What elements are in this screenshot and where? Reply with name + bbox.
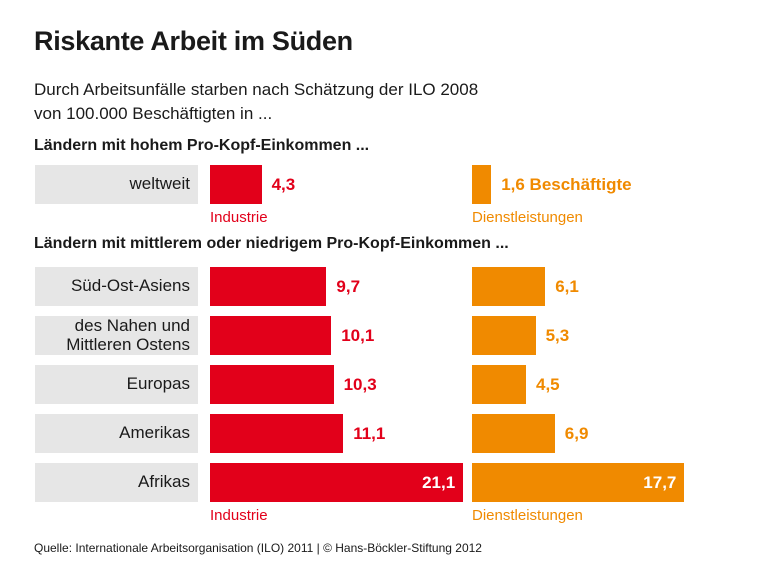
title: Riskante Arbeit im Süden [34, 26, 353, 56]
source: Quelle: Internationale Arbeitsorganisati… [34, 541, 482, 555]
value-label: 6,9 [564, 424, 589, 443]
bar [472, 365, 526, 404]
value-label: 6,1 [555, 277, 579, 296]
subtitle: Durch Arbeitsunfälle starben nach Schätz… [34, 80, 479, 99]
bar [210, 316, 332, 355]
bar [210, 414, 344, 453]
value-label: 4,5 [536, 375, 560, 394]
value-label: 9,7 [336, 277, 361, 296]
value-label: 10,1 [341, 326, 375, 345]
legend-label: Dienstleistungen [472, 507, 583, 524]
value-label: 11,1 [353, 424, 386, 443]
category-label: Afrikas [35, 463, 198, 502]
bar [210, 267, 327, 306]
value-label: 1,6 Beschäftigte [501, 175, 632, 194]
section-title: Ländern mit hohem Pro-Kopf-Einkommen ... [34, 137, 370, 154]
value-label: 17,7 [643, 473, 677, 492]
bar [210, 365, 334, 404]
legend-label: Dienstleistungen [472, 209, 583, 226]
category-label: Europas [35, 365, 198, 404]
bar [472, 165, 492, 204]
category-label: des Nahen und Mittleren Ostens [35, 316, 198, 355]
category-label: weltweit [35, 165, 198, 204]
bar [472, 414, 555, 453]
value-label: 10,3 [343, 375, 377, 394]
bar [210, 165, 262, 204]
category-label: Süd-Ost-Asiens [35, 267, 198, 306]
value-label: 4,3 [271, 175, 296, 194]
bar [472, 463, 685, 502]
section-title: Ländern mit mittlerem oder niedrigem Pro… [34, 235, 509, 252]
legend-label: Industrie [210, 507, 268, 524]
value-label: 21,1 [422, 473, 456, 492]
category-label: Amerikas [35, 414, 198, 453]
bar [472, 316, 536, 355]
bar [210, 463, 464, 502]
legend-label: Industrie [210, 209, 268, 226]
bar [472, 267, 546, 306]
value-label: 5,3 [545, 326, 570, 345]
subtitle: von 100.000 Beschäftigten in ... [34, 104, 273, 123]
